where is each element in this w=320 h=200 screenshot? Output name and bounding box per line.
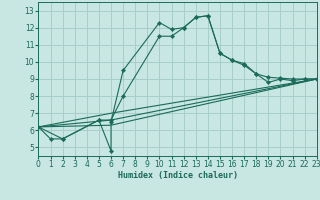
X-axis label: Humidex (Indice chaleur): Humidex (Indice chaleur) [118, 171, 238, 180]
